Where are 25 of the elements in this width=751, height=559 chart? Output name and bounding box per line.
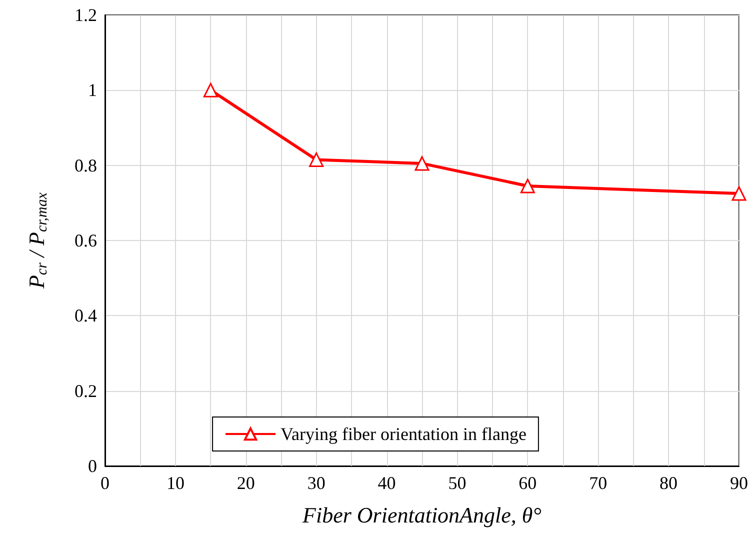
point: [203, 82, 218, 98]
point: [309, 152, 324, 167]
x-tick-label: 70: [589, 473, 608, 493]
y-tick-label: 1: [88, 80, 97, 100]
x-tick-label: 40: [378, 473, 396, 493]
legend-label: Varying fiber orientation in flange: [280, 424, 526, 444]
point: [414, 156, 430, 171]
x-tick-label: 30: [307, 473, 326, 493]
point: [732, 186, 746, 201]
y-tick-label: 0.2: [74, 380, 97, 401]
x-axis-title: Fiber OrientationAngle, θ°: [302, 502, 542, 528]
x-tick-label: 0: [100, 473, 110, 493]
y-tick-label: 0.6: [74, 230, 97, 250]
y-tick-label: 0.4: [74, 306, 97, 326]
x-tick-label: 50: [448, 473, 466, 493]
point: [520, 178, 535, 194]
x-tick-label: 60: [518, 473, 537, 493]
y-tick-label: 1.2: [74, 5, 97, 25]
x-tick-label: 90: [730, 473, 748, 493]
y-tick-label: 0: [88, 456, 97, 476]
x-tick-label: 10: [166, 473, 184, 493]
x-tick-label: 80: [660, 473, 678, 493]
x-tick-label: 20: [236, 473, 255, 493]
y-tick-label: 0.8: [74, 155, 97, 176]
y-axis-title: Pcr / Pcr,max: [24, 192, 50, 290]
